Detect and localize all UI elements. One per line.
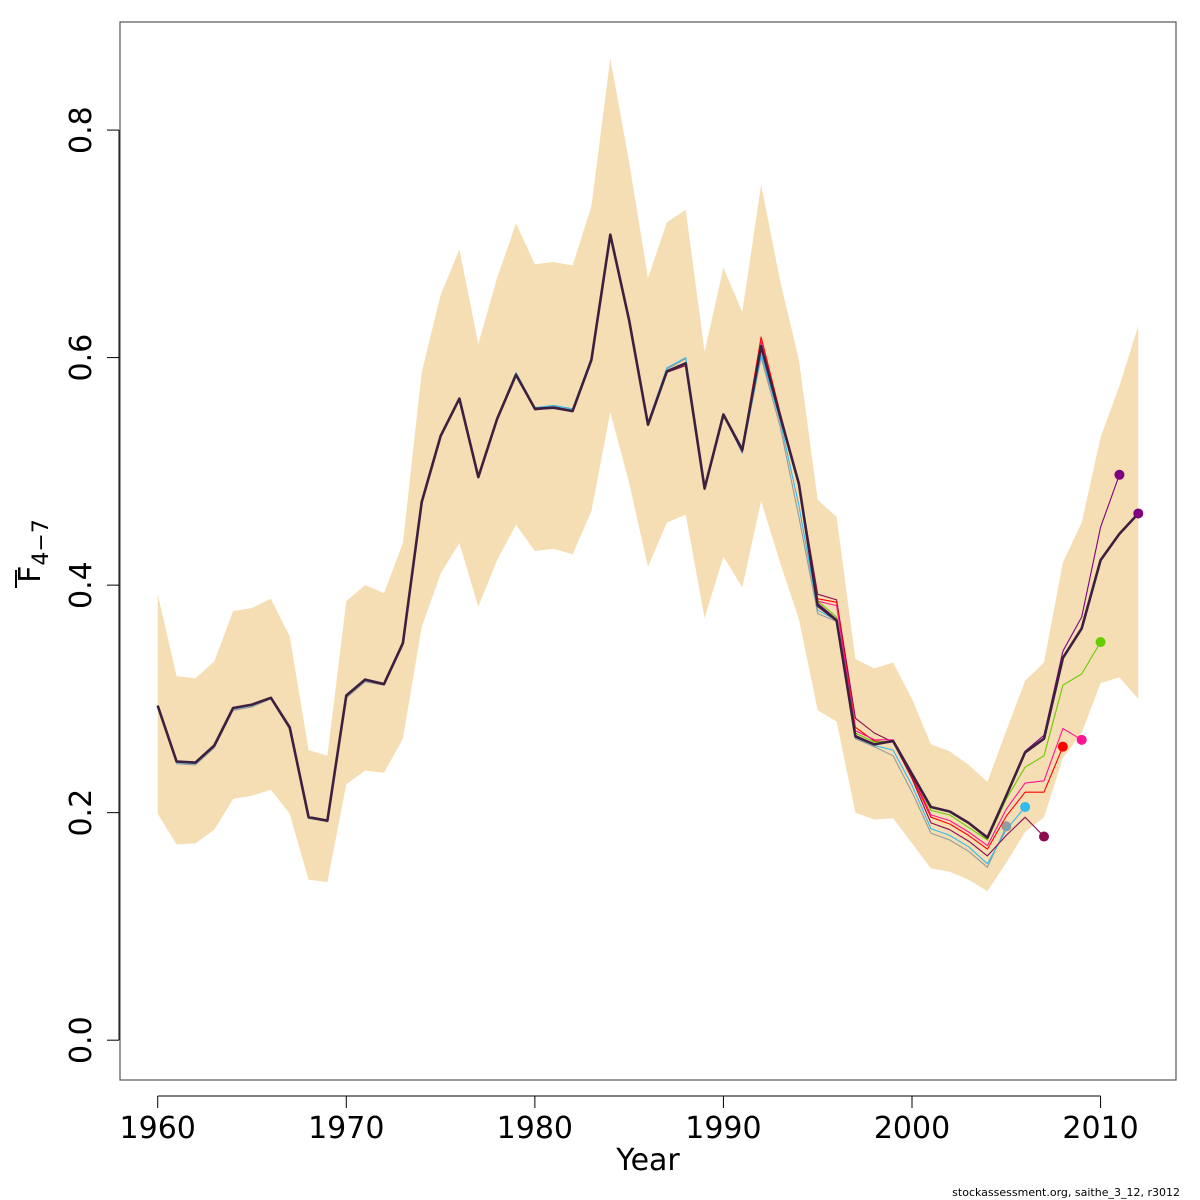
y-axis-title-subscript: 4−7 <box>29 519 54 565</box>
series-line-main <box>156 233 1140 840</box>
svg-text:F4−7: F4−7 <box>13 519 54 583</box>
y-tick-label: 0.2 <box>64 789 99 837</box>
series-end-point-r2005 <box>1001 821 1012 832</box>
footer-credit: stockassessment.org, saithe_3_12, r3012 <box>952 1186 1180 1199</box>
plot-area <box>156 58 1144 892</box>
y-tick-label: 0.8 <box>64 106 99 154</box>
x-tick-label: 2010 <box>1062 1111 1138 1146</box>
y-tick-label: 0.4 <box>64 561 99 609</box>
axes: 1960 1970 1980 1990 2000 2010 0.0 0.2 0.4 0.6 0.8 <box>64 106 1139 1146</box>
x-tick-label: 1970 <box>308 1111 384 1146</box>
y-tick-label: 0.6 <box>64 334 99 382</box>
x-axis-title: Year <box>615 1143 680 1178</box>
confidence-band <box>157 58 1139 892</box>
series-end-point-r2011 <box>1114 469 1125 480</box>
x-tick-label: 1980 <box>497 1111 573 1146</box>
series-end-point-r2007 <box>1039 831 1049 842</box>
y-tick-label: 0.0 <box>64 1016 99 1064</box>
x-tick-label: 2000 <box>874 1111 950 1146</box>
plot-frame <box>119 21 1177 1081</box>
x-tick-label: 1960 <box>120 1111 196 1146</box>
x-tick-label: 1990 <box>685 1111 761 1146</box>
y-axis-title: F4−7 <box>13 519 54 588</box>
y-axis-title-main: F <box>13 566 48 583</box>
series-end-point-r2008 <box>1057 741 1068 752</box>
series-end-point-r2009 <box>1076 734 1087 745</box>
series-end-point-r2006 <box>1020 801 1031 812</box>
series-end-point-main <box>1133 508 1144 519</box>
series-end-point-r2010 <box>1095 637 1106 648</box>
